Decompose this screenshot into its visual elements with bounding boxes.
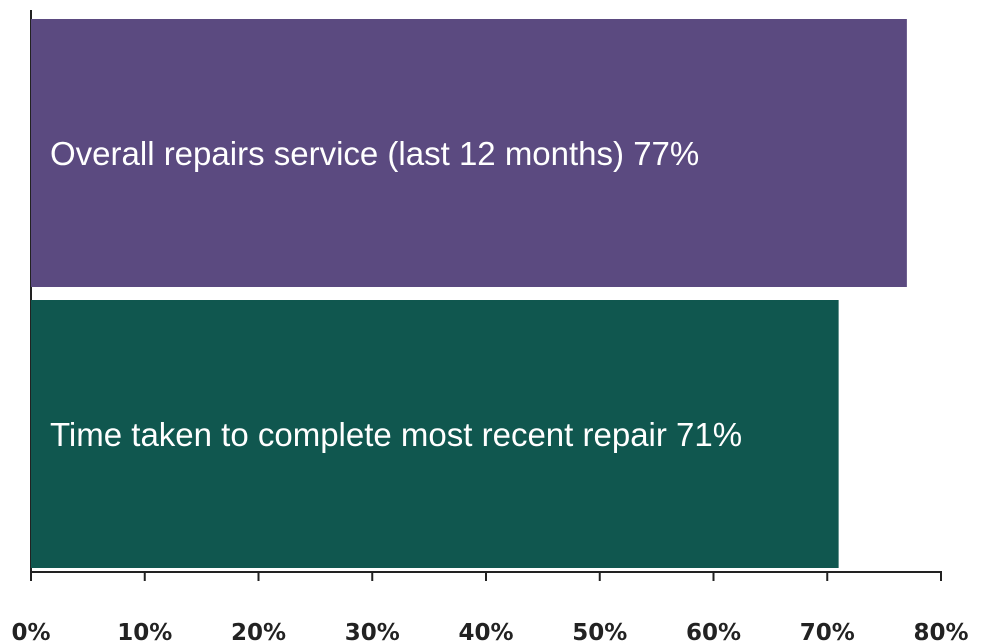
x-tick-label: 0%: [11, 620, 50, 644]
bar: [31, 19, 907, 287]
bar: [31, 300, 839, 568]
x-tick-label: 60%: [686, 620, 741, 644]
bar-label: Time taken to complete most recent repai…: [50, 416, 742, 453]
category-label: Overall repairs service (last 12 months): [50, 135, 624, 172]
x-tick-label: 20%: [231, 620, 286, 644]
x-tick-label: 10%: [117, 620, 172, 644]
x-tick-label: 40%: [458, 620, 513, 644]
value-label: 77%: [633, 135, 699, 172]
x-tick-label: 30%: [345, 620, 400, 644]
category-label: Time taken to complete most recent repai…: [50, 416, 667, 453]
x-tick-label: 70%: [800, 620, 855, 644]
bar-label: Overall repairs service (last 12 months)…: [50, 135, 699, 172]
x-tick-label: 80%: [913, 620, 968, 644]
value-label: 71%: [676, 416, 742, 453]
x-tick-label: 50%: [572, 620, 627, 644]
